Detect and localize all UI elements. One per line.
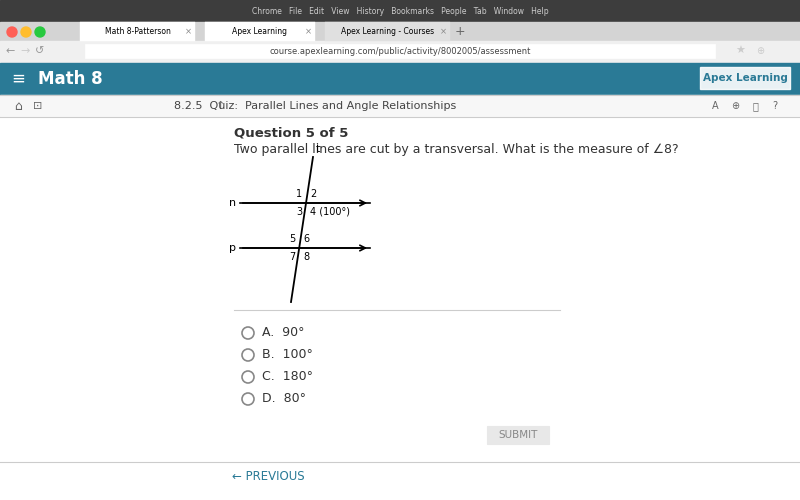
Text: ×: × bbox=[185, 27, 191, 36]
Bar bbox=[325, 22, 450, 41]
Text: 🖨: 🖨 bbox=[752, 101, 758, 111]
Text: Math 8-Patterson: Math 8-Patterson bbox=[105, 27, 170, 36]
Text: →: → bbox=[20, 46, 30, 56]
Text: 3: 3 bbox=[296, 207, 302, 217]
Text: SUBMIT: SUBMIT bbox=[498, 430, 538, 440]
Bar bbox=[0, 22, 800, 42]
Text: 1: 1 bbox=[296, 189, 302, 199]
Text: ↑: ↑ bbox=[215, 101, 225, 111]
Text: +: + bbox=[454, 25, 466, 38]
Text: 8: 8 bbox=[303, 252, 310, 262]
Text: Chrome   File   Edit   View   History   Bookmarks   People   Tab   Window   Help: Chrome File Edit View History Bookmarks … bbox=[252, 6, 548, 16]
Circle shape bbox=[35, 27, 45, 37]
Text: A: A bbox=[712, 101, 718, 111]
Bar bbox=[205, 22, 315, 41]
Text: ×: × bbox=[305, 27, 311, 36]
Text: ↺: ↺ bbox=[35, 46, 45, 56]
Bar bbox=[0, 41, 800, 63]
Text: ⊕: ⊕ bbox=[731, 101, 739, 111]
Text: 6: 6 bbox=[303, 234, 310, 244]
Text: ≡: ≡ bbox=[11, 70, 25, 88]
Text: ×: × bbox=[439, 27, 446, 36]
Text: Apex Learning: Apex Learning bbox=[233, 27, 287, 36]
Text: ⊡: ⊡ bbox=[34, 101, 42, 111]
Text: B.  100°: B. 100° bbox=[262, 348, 313, 362]
Text: D.  80°: D. 80° bbox=[262, 392, 306, 406]
Text: Apex Learning - Courses: Apex Learning - Courses bbox=[341, 27, 434, 36]
Bar bbox=[80, 22, 195, 41]
Text: p: p bbox=[229, 243, 236, 253]
Text: A.  90°: A. 90° bbox=[262, 326, 305, 340]
Bar bbox=[85, 44, 715, 58]
Text: n: n bbox=[229, 198, 236, 208]
Text: ← PREVIOUS: ← PREVIOUS bbox=[232, 470, 304, 484]
Text: ⊕: ⊕ bbox=[756, 46, 764, 56]
Text: ★: ★ bbox=[735, 46, 745, 56]
Text: C.  180°: C. 180° bbox=[262, 370, 313, 384]
Bar bbox=[487, 426, 549, 444]
Circle shape bbox=[7, 27, 17, 37]
Text: 2: 2 bbox=[310, 189, 316, 199]
Bar bbox=[0, 63, 800, 95]
Text: 4 (100°): 4 (100°) bbox=[310, 207, 350, 217]
Text: 5: 5 bbox=[289, 234, 295, 244]
Text: 8.2.5  Quiz:  Parallel Lines and Angle Relationships: 8.2.5 Quiz: Parallel Lines and Angle Rel… bbox=[174, 101, 456, 111]
Text: Math 8: Math 8 bbox=[38, 70, 102, 88]
Text: 7: 7 bbox=[289, 252, 295, 262]
Text: Question 5 of 5: Question 5 of 5 bbox=[234, 126, 348, 140]
Text: t: t bbox=[316, 144, 320, 154]
Text: course.apexlearning.com/public/activity/8002005/assessment: course.apexlearning.com/public/activity/… bbox=[270, 46, 530, 56]
Bar bbox=[0, 0, 800, 22]
Text: ?: ? bbox=[773, 101, 778, 111]
Text: Apex Learning: Apex Learning bbox=[702, 73, 787, 83]
Text: ⌂: ⌂ bbox=[14, 100, 22, 112]
Bar bbox=[700, 67, 790, 89]
Bar bbox=[0, 117, 800, 500]
Text: ←: ← bbox=[6, 46, 14, 56]
Circle shape bbox=[21, 27, 31, 37]
Bar bbox=[0, 95, 800, 117]
Text: Two parallel lines are cut by a transversal. What is the measure of ∠8?: Two parallel lines are cut by a transver… bbox=[234, 144, 678, 156]
